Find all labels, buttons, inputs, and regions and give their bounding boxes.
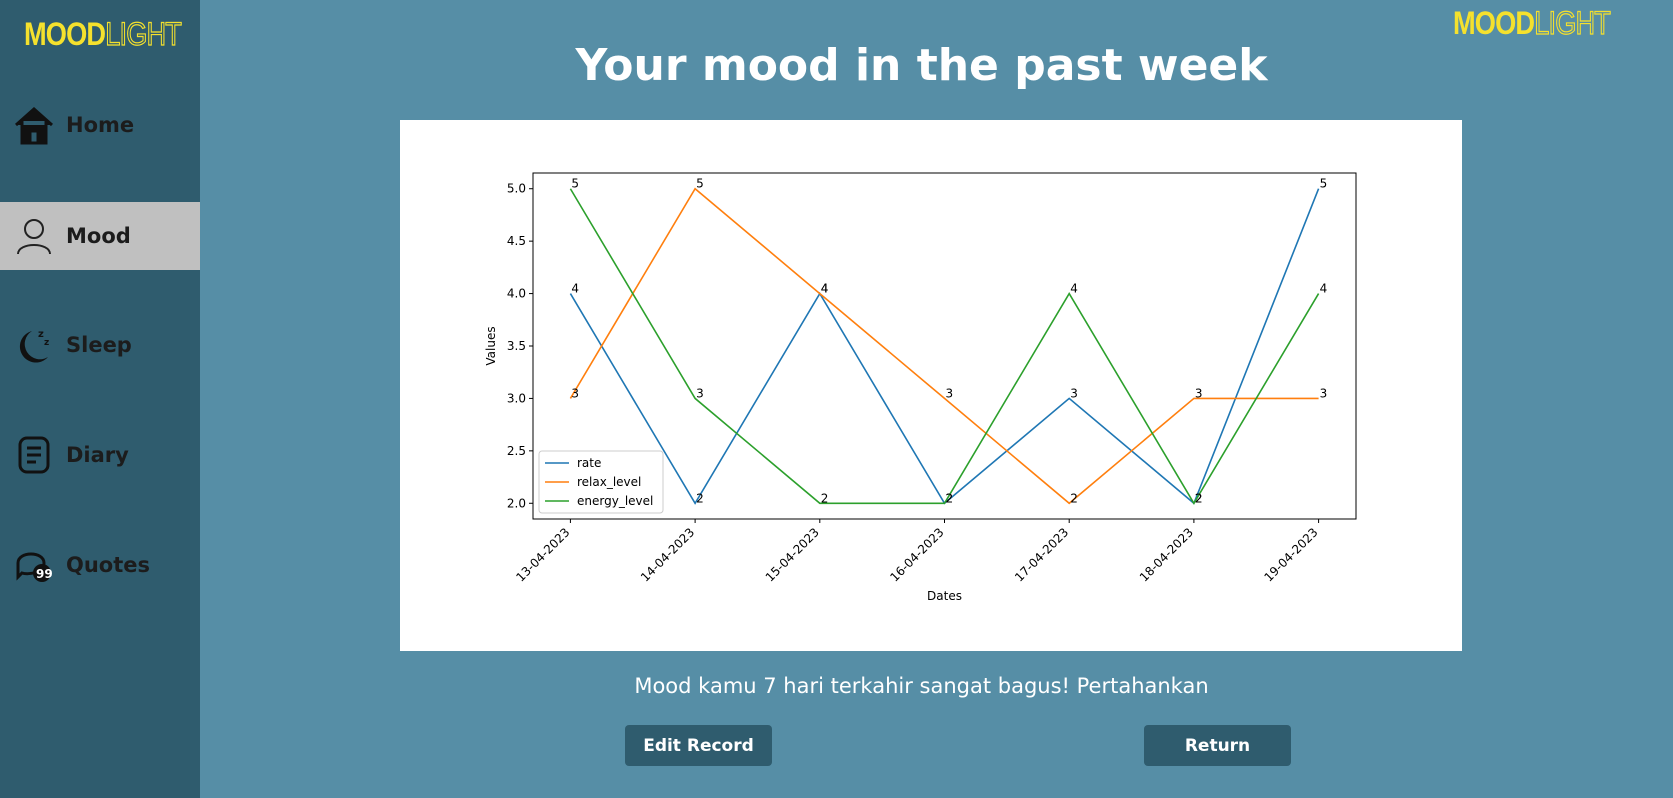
page-title: Your mood in the past week	[575, 40, 1268, 91]
x-tick-label: 16-04-2023	[887, 525, 946, 584]
data-label: 2	[946, 491, 954, 505]
sidebar: MOODLIGHT Home Mood z z Sleep Diary 99 Quot…	[0, 0, 200, 798]
logo: MOODLIGHT	[1453, 4, 1612, 42]
data-label: 4	[1070, 282, 1078, 296]
legend-label: rate	[577, 456, 601, 470]
data-label: 2	[696, 491, 704, 505]
x-tick-label: 13-04-2023	[513, 525, 572, 584]
nav-label: Diary	[66, 443, 129, 467]
data-label: 3	[1070, 386, 1078, 400]
svg-text:99: 99	[36, 567, 53, 581]
data-label: 4	[821, 282, 829, 296]
y-tick-label: 3.5	[507, 339, 526, 353]
logo: MOODLIGHT	[24, 15, 183, 53]
series-line	[569, 187, 1319, 505]
x-tick-label: 18-04-2023	[1137, 525, 1196, 584]
svg-text:z: z	[38, 329, 44, 340]
y-tick-label: 3.0	[507, 391, 526, 405]
nav-label: Sleep	[66, 333, 132, 357]
home-icon	[15, 106, 53, 145]
series-line	[569, 188, 1320, 505]
legend-label: energy_level	[577, 494, 653, 508]
data-label: 5	[571, 177, 579, 191]
logo-text: MOOD	[24, 16, 106, 52]
user-icon	[17, 219, 51, 255]
data-label: 2	[1195, 491, 1203, 505]
series-line	[569, 188, 1320, 505]
legend-label: relax_level	[577, 475, 641, 489]
data-label: 4	[821, 282, 829, 296]
x-tick-label: 14-04-2023	[638, 525, 697, 584]
chart: 2.0 2.5 3.0 3.5 4.0 4.5 5.0 13-04-2023 14-04-202…	[484, 172, 1357, 603]
svg-text:z: z	[44, 338, 49, 348]
quotes-icon: 99	[16, 552, 53, 582]
nav-item[interactable]: z z Sleep	[0, 311, 200, 379]
data-label: 3	[696, 386, 704, 400]
nav-item[interactable]: Mood	[0, 202, 200, 270]
y-axis-label: Values	[484, 326, 498, 365]
data-label: 5	[696, 177, 704, 191]
x-tick-label: 15-04-2023	[763, 525, 822, 584]
data-label: 4	[571, 282, 579, 296]
edit-button[interactable]: Edit Record	[625, 725, 772, 766]
data-label: 3	[1320, 386, 1328, 400]
legend-box	[538, 450, 664, 514]
logo-text: MOOD	[1453, 5, 1535, 41]
y-tick-label: 5.0	[507, 182, 526, 196]
data-label: 5	[1320, 177, 1328, 191]
data-label: 2	[1070, 491, 1078, 505]
nav-item[interactable]: 99 Quotes	[0, 531, 200, 599]
x-tick-label: 17-04-2023	[1012, 525, 1071, 584]
y-tick-label: 2.0	[507, 496, 526, 510]
nav-item[interactable]: Diary	[0, 421, 200, 489]
nav-label: Quotes	[66, 553, 151, 577]
data-label: 3	[946, 386, 954, 400]
y-tick-label: 4.0	[507, 287, 526, 301]
y-tick-label: 4.5	[507, 234, 526, 248]
x-tick-label: 19-04-2023	[1261, 525, 1320, 584]
sleep-icon: zz	[19, 329, 49, 363]
nav-label: Mood	[66, 224, 131, 248]
diary-icon	[18, 436, 50, 474]
chart-panel: 2.0 2.5 3.0 3.5 4.0 4.5 5.0 13-04-2023 14-04-202…	[400, 120, 1462, 651]
return-button[interactable]: Return	[1144, 725, 1291, 766]
nav-item[interactable]: Home	[0, 91, 200, 159]
y-tick-label: 2.5	[507, 444, 526, 458]
message: Mood kamu 7 hari terkahir sangat bagus! …	[634, 674, 1209, 698]
data-label: 4	[1320, 282, 1328, 296]
data-label: 2	[821, 491, 829, 505]
x-axis-label: Dates	[927, 589, 962, 603]
data-label: 3	[571, 386, 579, 400]
logo-text: LIGHT	[1534, 4, 1612, 41]
data-label: 2	[946, 491, 954, 505]
data-label: 3	[1195, 386, 1203, 400]
nav-label: Home	[66, 113, 135, 137]
data-label: 2	[1195, 491, 1203, 505]
logo-text: LIGHT	[105, 15, 183, 52]
